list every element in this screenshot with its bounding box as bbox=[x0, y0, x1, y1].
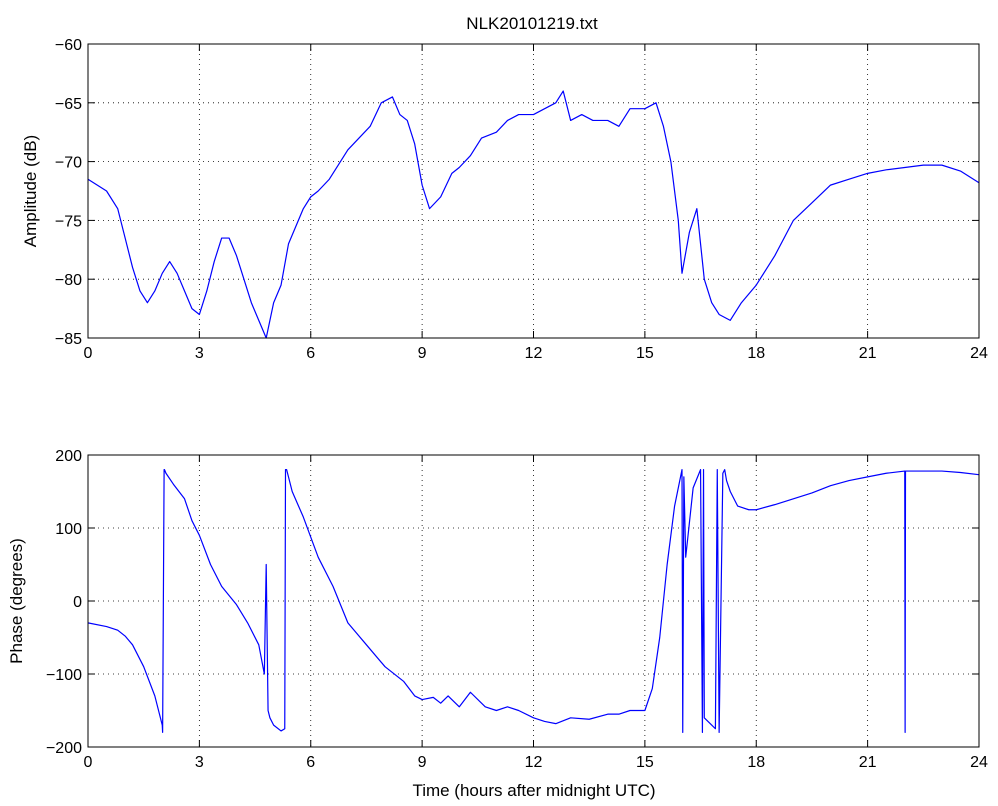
amplitude-x-tick-label: 6 bbox=[306, 345, 315, 362]
phase-x-tick-label: 0 bbox=[84, 754, 93, 771]
phase-axes-frame bbox=[87, 454, 980, 748]
amplitude-x-tick-label: 0 bbox=[84, 345, 93, 362]
phase-x-tick-label: 6 bbox=[306, 754, 315, 771]
phase-x-tick-label: 9 bbox=[418, 754, 427, 771]
phase-y-tick-label: −200 bbox=[46, 740, 82, 757]
phase-tick-labels: 0 3 6 9 12 15 18 21 24 −200 −100 0 100 200 bbox=[46, 448, 988, 771]
phase-x-axis-label: Time (hours after midnight UTC) bbox=[412, 781, 655, 800]
phase-x-tick-label: 12 bbox=[525, 754, 543, 771]
phase-x-tick-label: 18 bbox=[747, 754, 765, 771]
amplitude-y-tick-label: −85 bbox=[55, 331, 82, 348]
phase-x-tick-label: 21 bbox=[859, 754, 877, 771]
phase-y-axis-label: Phase (degrees) bbox=[7, 538, 26, 664]
phase-y-tick-label: 200 bbox=[55, 448, 82, 465]
phase-panel: 0 3 6 9 12 15 18 21 24 −200 −100 0 100 200 Phase (deg… bbox=[7, 448, 988, 800]
phase-grid bbox=[88, 455, 979, 747]
amplitude-x-tick-label: 3 bbox=[195, 345, 204, 362]
amplitude-x-tick-label: 12 bbox=[525, 345, 543, 362]
amplitude-tick-labels: 0 3 6 9 12 15 18 21 24 −85 −80 −75 −70 −65 −60 bbox=[55, 37, 988, 362]
amplitude-y-tick-label: −60 bbox=[55, 37, 82, 54]
amplitude-grid bbox=[88, 44, 979, 338]
amplitude-panel: NLK20101219.txt 0 3 6 9 12 15 18 21 24 −85 −80 −75 −… bbox=[21, 14, 988, 362]
amplitude-y-tick-label: −80 bbox=[55, 272, 82, 289]
amplitude-series-line bbox=[87, 90, 980, 339]
amplitude-x-tick-label: 15 bbox=[636, 345, 654, 362]
amplitude-x-tick-label: 18 bbox=[747, 345, 765, 362]
phase-x-tick-label: 24 bbox=[970, 754, 988, 771]
phase-y-tick-label: −100 bbox=[46, 667, 82, 684]
phase-series-line bbox=[87, 469, 980, 733]
amplitude-x-tick-label: 24 bbox=[970, 345, 988, 362]
amplitude-y-axis-label: Amplitude (dB) bbox=[21, 135, 40, 247]
phase-y-tick-label: 100 bbox=[55, 521, 82, 538]
amplitude-axes-frame bbox=[87, 43, 980, 339]
amplitude-y-tick-label: −65 bbox=[55, 96, 82, 113]
amplitude-y-tick-label: −75 bbox=[55, 213, 82, 230]
amplitude-y-tick-label: −70 bbox=[55, 155, 82, 172]
phase-y-tick-label: 0 bbox=[73, 594, 82, 611]
amplitude-x-tick-label: 9 bbox=[418, 345, 427, 362]
chart-title: NLK20101219.txt bbox=[466, 14, 598, 33]
phase-x-tick-label: 3 bbox=[195, 754, 204, 771]
phase-x-tick-label: 15 bbox=[636, 754, 654, 771]
amplitude-x-tick-label: 21 bbox=[859, 345, 877, 362]
